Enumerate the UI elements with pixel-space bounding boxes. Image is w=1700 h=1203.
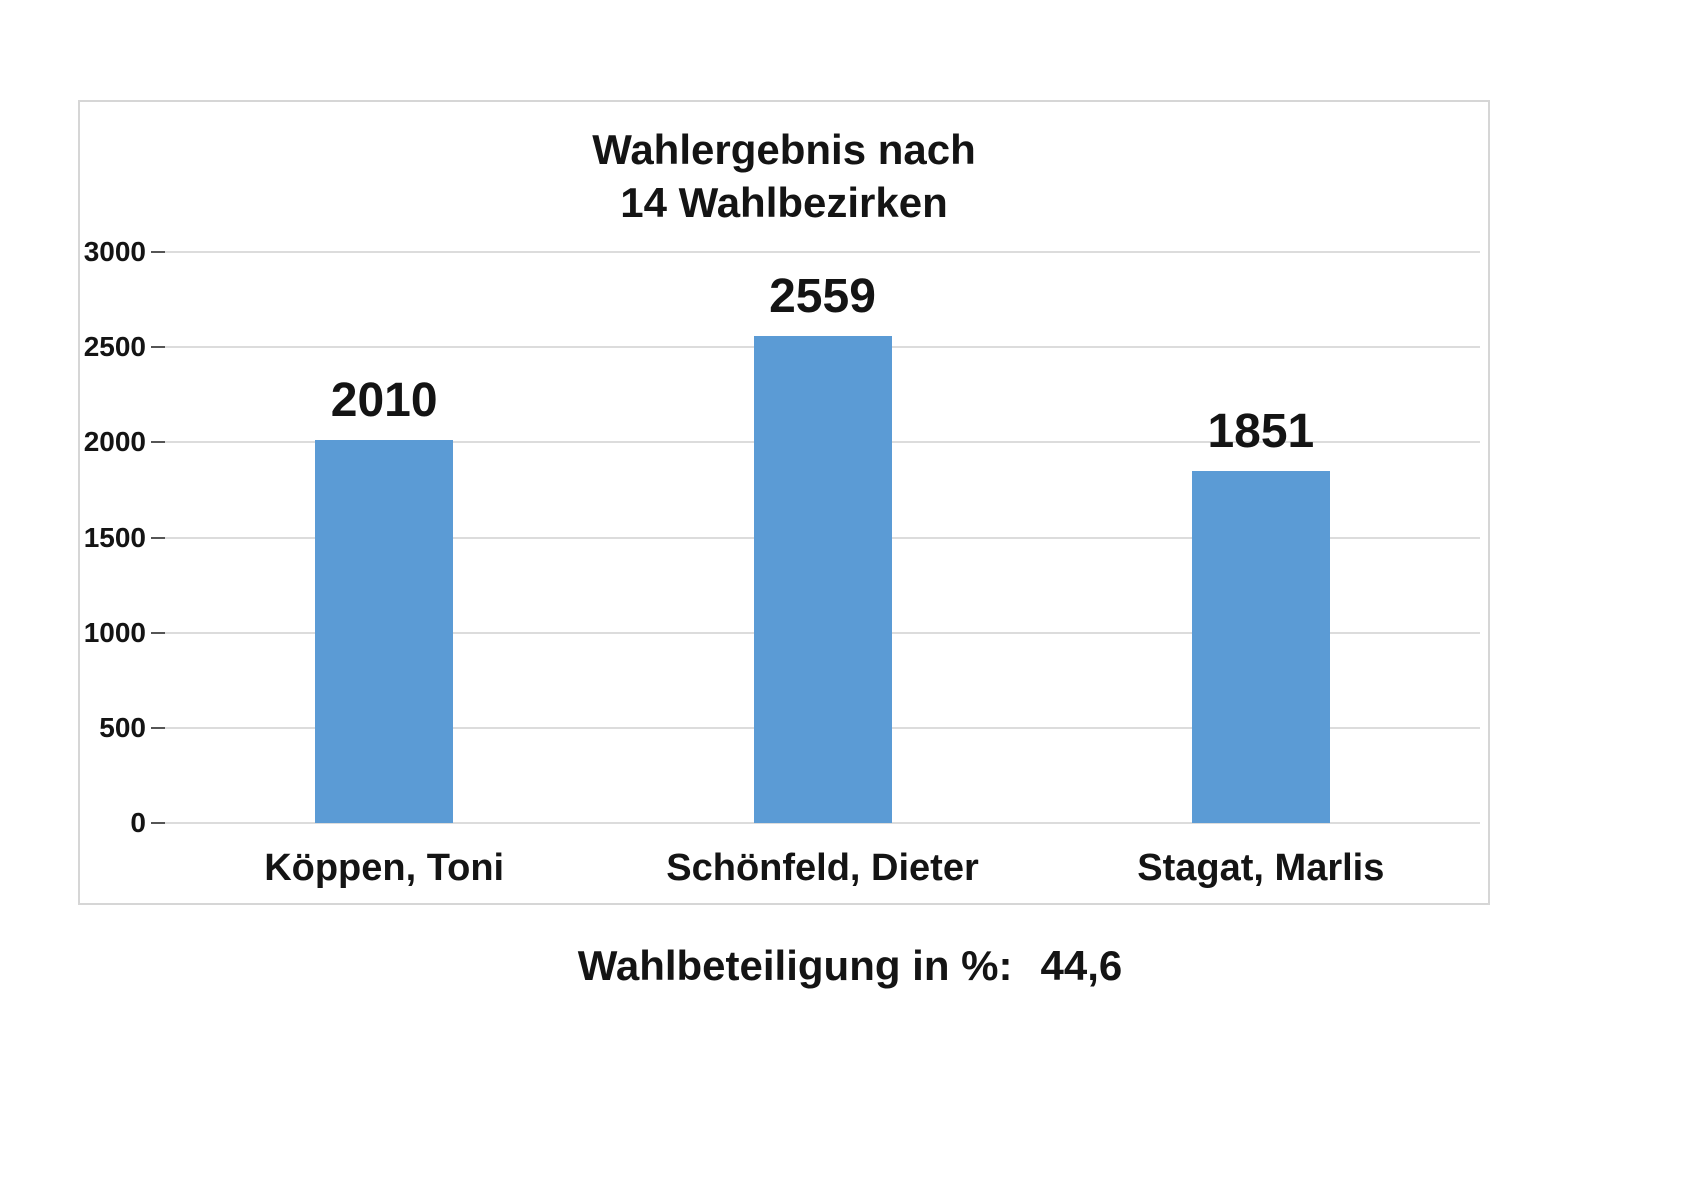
bar-value-label-stagat-marlis: 1851	[1207, 404, 1315, 458]
gridline-3000	[165, 251, 1480, 253]
plot-area: 2010 2559 1851	[151, 251, 1480, 824]
turnout-caption: Wahlbeteiligung in %: 44,6	[0, 942, 1700, 990]
x-axis-label-k-ppen-toni: Köppen, Toni	[264, 847, 505, 889]
x-axis-label-stagat-marlis: Stagat, Marlis	[1137, 847, 1385, 889]
y-tick-label-3000: 3000	[83, 236, 146, 267]
chart-panel: Wahlergebnis nach 14 Wahlbezirken 0 500 10…	[78, 100, 1490, 905]
y-tick-label-0: 0	[130, 807, 146, 838]
gridline-0	[165, 822, 1480, 824]
y-tick-mark-0	[151, 822, 165, 824]
x-axis-label-sch-nfeld-dieter: Schönfeld, Dieter	[666, 847, 979, 889]
bar-sch-nfeld-dieter	[753, 335, 892, 823]
y-tick-mark-1000	[151, 631, 165, 634]
y-tick-label-500: 500	[99, 711, 146, 743]
turnout-value: 44,6	[1040, 942, 1123, 989]
turnout-label: Wahlbeteiligung in %:	[577, 942, 1013, 989]
chart-title-line-1: Wahlergebnis nach	[592, 126, 976, 173]
chart-title-line-2: 14 Wahlbezirken	[620, 178, 948, 226]
y-tick-mark-500	[151, 726, 165, 729]
y-tick-mark-2500	[151, 346, 165, 349]
y-tick-label-1500: 1500	[83, 521, 146, 553]
y-tick-mark-1500	[151, 536, 165, 539]
x-axis-labels: Köppen, Toni Schönfeld, Dieter Stagat, Mar…	[165, 847, 1480, 897]
y-tick-mark-2000	[151, 441, 165, 444]
bar-value-label-sch-nfeld-dieter: 2559	[769, 269, 876, 323]
y-tick-mark-3000	[151, 251, 165, 253]
bar-k-ppen-toni	[315, 440, 454, 823]
y-axis: 0 500 1000 1500 2000 2500 3000	[80, 236, 152, 838]
bar-stagat-marlis	[1191, 470, 1330, 823]
y-tick-label-1000: 1000	[83, 616, 146, 648]
y-tick-label-2000: 2000	[83, 426, 146, 458]
chart-title: Wahlergebnis nach 14 Wahlbezirken	[80, 124, 1488, 229]
bar-value-label-k-ppen-toni: 2010	[330, 374, 438, 428]
y-tick-label-2500: 2500	[83, 331, 146, 363]
